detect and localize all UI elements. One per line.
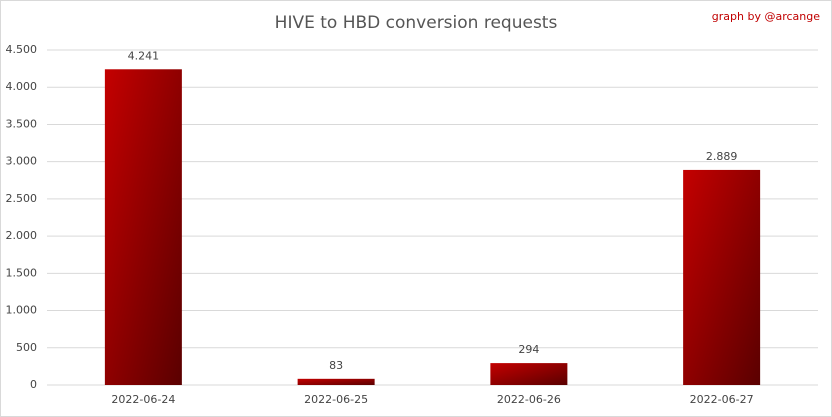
x-tick-label: 2022-06-26 [497,393,561,406]
y-tick-label: 1.500 [6,266,38,279]
bar [297,378,375,385]
bar [490,363,568,385]
bar [683,169,761,385]
annotation: graph by @arcange [712,10,820,23]
y-tick-label: 4.000 [6,80,38,93]
x-tick-label: 2022-06-25 [304,393,368,406]
y-tick-label: 2.000 [6,229,38,242]
chart-title: HIVE to HBD conversion requests [275,13,558,33]
x-tick-label: 2022-06-27 [690,393,754,406]
bar [104,69,182,385]
y-tick-label: 500 [16,341,37,354]
y-tick-label: 2.500 [6,192,38,205]
data-label: 83 [329,359,343,372]
data-label: 4.241 [128,49,160,62]
data-label: 294 [518,343,539,356]
y-tick-label: 1.000 [6,304,38,317]
x-tick-label: 2022-06-24 [111,393,175,406]
data-label: 2.889 [706,150,738,163]
y-tick-label: 3.500 [6,117,38,130]
y-tick-label: 4.500 [6,43,38,56]
y-tick-label: 0 [30,378,37,391]
y-tick-label: 3.000 [6,155,38,168]
